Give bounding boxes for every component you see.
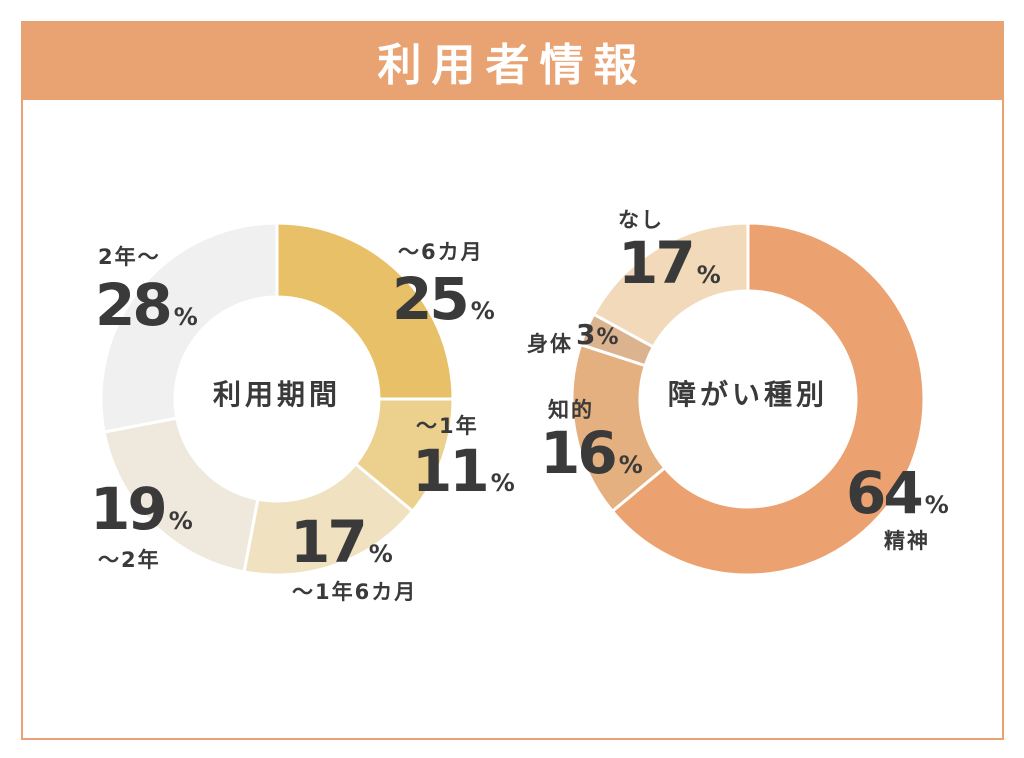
chart1-slice-5	[99, 221, 279, 434]
chart1-slice-1-value: 25%	[392, 270, 495, 328]
chart2-slice-3-label: 身体	[527, 332, 573, 356]
chart1-slice-5-label: 2年〜	[98, 245, 161, 269]
chart2-slice-1-percent: %	[924, 491, 949, 519]
chart1-slice-3-percent: %	[368, 540, 393, 568]
header-banner: 利用者情報	[21, 21, 1004, 100]
chart2-slice-2-value: 16%	[540, 424, 643, 482]
chart1-slice-3-label: 〜1年6カ月	[292, 580, 418, 604]
chart1-slice-1-number: 25	[392, 265, 470, 333]
chart2-slice-1-label: 精神	[884, 529, 930, 553]
chart1-center-title: 利用期間	[212, 378, 341, 411]
chart1-slice-5-number: 28	[95, 271, 173, 339]
chart2-slice-1-value: 64%	[846, 464, 949, 522]
chart2-slice-4-value: 17%	[618, 234, 721, 292]
chart1-slice-3-value: 17%	[290, 513, 393, 571]
chart1-slice-3	[242, 461, 415, 577]
chart1-slice-4-value: 19%	[90, 480, 193, 538]
chart1-slice-3-number: 17	[290, 508, 368, 576]
chart1-slice-5-percent: %	[173, 303, 198, 331]
chart2-slice-2-label: 知的	[548, 398, 594, 422]
chart1-slice-1-percent: %	[470, 297, 495, 325]
chart2-slice-3-percent: %	[596, 325, 619, 350]
chart2-slice-2-percent: %	[618, 451, 643, 479]
chart2-slice-1	[610, 221, 926, 577]
chart2-center-title: 障がい種別	[667, 378, 828, 411]
chart1-slice-2-number: 11	[412, 437, 490, 505]
chart1-slice-1	[275, 221, 455, 401]
chart2-slice-4	[591, 221, 750, 350]
chart2-slice-4-number: 17	[618, 229, 696, 297]
chart1-slice-1-label: 〜6カ月	[398, 240, 484, 264]
chart1-slice-4-label: 〜2年	[98, 548, 161, 572]
chart2-slice-4-percent: %	[696, 261, 721, 289]
page-title: 利用者情報	[377, 39, 648, 91]
chart2-slice-2-number: 16	[540, 419, 618, 487]
chart1-slice-2-percent: %	[490, 469, 515, 497]
chart1-slice-5-value: 28%	[95, 276, 198, 334]
chart1-slice-2-value: 11%	[412, 442, 515, 500]
chart1-slice-2-label: 〜1年	[416, 414, 479, 438]
chart2-slice-1-number: 64	[846, 459, 924, 527]
chart1-slice-4-number: 19	[90, 475, 168, 543]
chart2-slice-4-label: なし	[618, 208, 664, 232]
chart2-slice-3-value: 3%	[576, 321, 619, 349]
chart1-slice-4	[102, 416, 260, 574]
chart1-slice-4-percent: %	[168, 507, 193, 535]
chart2-slice-3-number: 3	[576, 318, 596, 351]
